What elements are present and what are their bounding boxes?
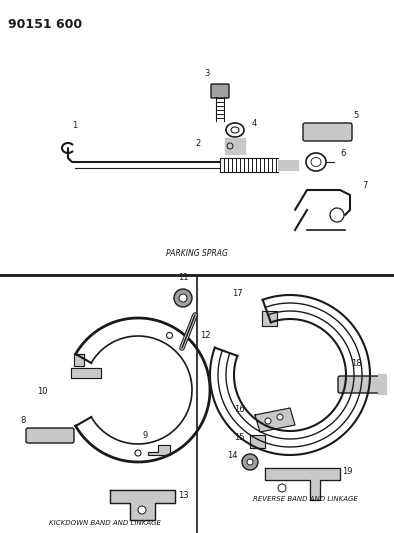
Polygon shape [71,368,100,378]
Polygon shape [262,311,277,326]
Text: 8: 8 [20,416,26,425]
Text: 11: 11 [178,273,188,282]
Text: 6: 6 [340,149,346,158]
Text: 15: 15 [234,433,245,442]
FancyBboxPatch shape [26,428,74,443]
Text: 90151 600: 90151 600 [8,18,82,31]
Circle shape [179,294,187,302]
Text: KICKDOWN BAND AND LINKAGE: KICKDOWN BAND AND LINKAGE [49,520,161,526]
Circle shape [277,414,283,420]
Text: 13: 13 [178,490,189,499]
Text: 5: 5 [353,111,358,120]
Text: 16: 16 [234,406,245,415]
Circle shape [242,454,258,470]
Text: 4: 4 [252,119,257,128]
Text: 18: 18 [351,359,361,368]
Polygon shape [148,445,170,455]
Text: 1: 1 [72,121,77,130]
Text: 7: 7 [362,181,367,190]
Bar [225,138,245,154]
Polygon shape [74,354,84,366]
Text: 17: 17 [232,289,243,298]
Polygon shape [110,490,175,520]
Circle shape [135,450,141,456]
FancyBboxPatch shape [303,123,352,141]
Text: REVERSE BAND AND LINKAGE: REVERSE BAND AND LINKAGE [253,496,357,502]
Text: 2: 2 [195,139,200,148]
Circle shape [138,506,146,514]
Circle shape [278,484,286,492]
Bar [278,160,298,170]
Text: 9: 9 [143,431,148,440]
Text: 14: 14 [227,451,238,461]
Circle shape [265,418,271,424]
Circle shape [247,459,253,465]
Polygon shape [250,435,265,448]
Circle shape [167,333,173,338]
Polygon shape [255,408,295,432]
FancyBboxPatch shape [338,376,382,393]
Text: 3: 3 [204,69,210,78]
Bar [378,374,386,394]
FancyBboxPatch shape [211,84,229,98]
Text: 19: 19 [342,467,353,477]
Text: PARKING SPRAG: PARKING SPRAG [166,249,228,258]
Polygon shape [265,468,340,500]
Text: 10: 10 [37,387,48,397]
Text: 12: 12 [200,330,210,340]
Circle shape [174,289,192,307]
